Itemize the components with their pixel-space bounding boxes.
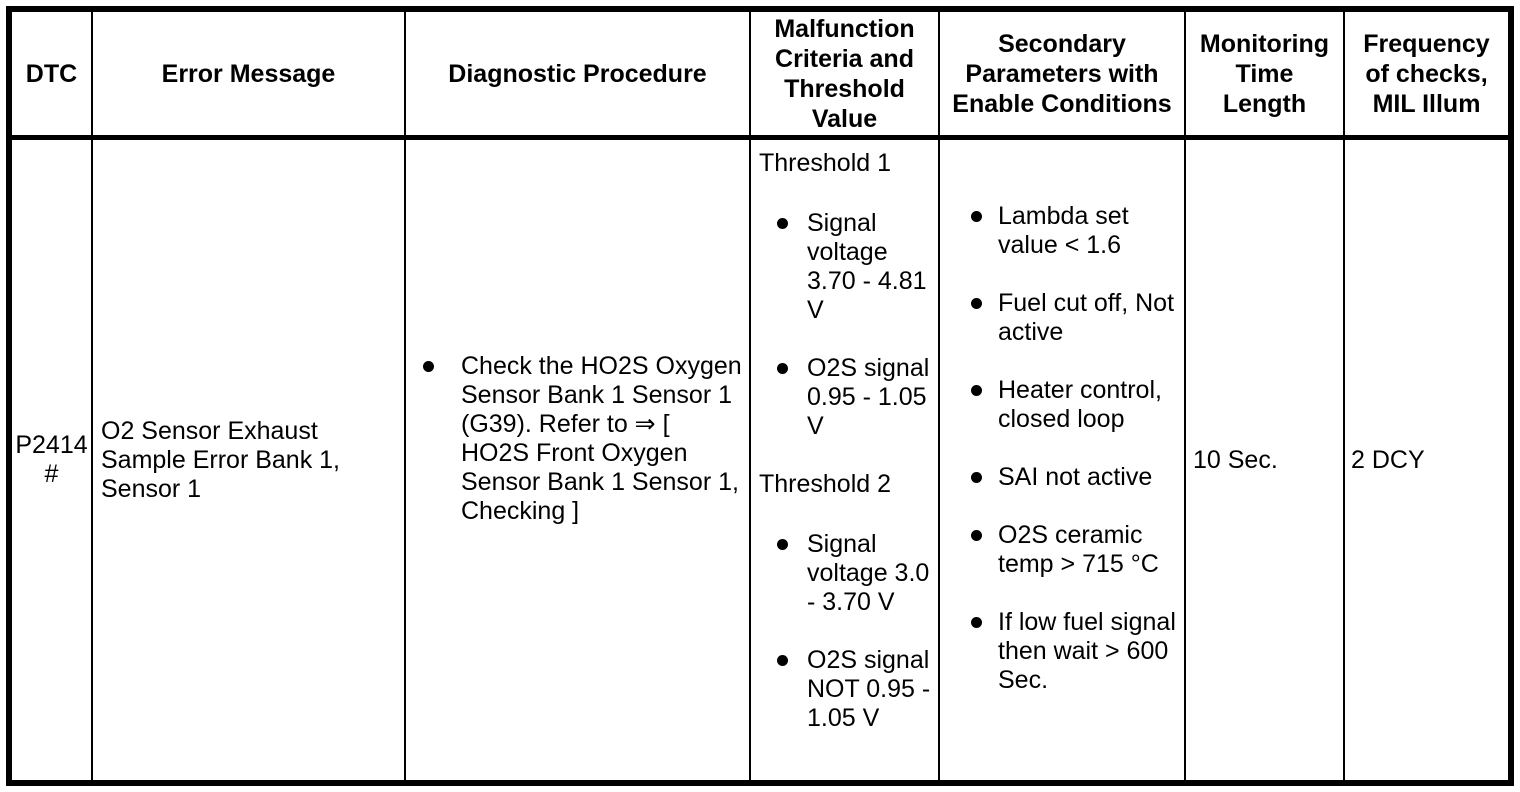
secondary-parameter-text: If low fuel signal then wait > 600 Sec. [998,608,1176,694]
col-header-frequency: Frequency of checks, MIL Illum [1345,12,1508,135]
dtc-code: P2414 # [15,431,88,488]
secondary-parameter-text: SAI not active [998,463,1153,491]
threshold-2-item-text: O2S signal NOT 0.95 - 1.05 V [807,646,931,732]
secondary-parameter-text: Lambda set value < 1.6 [998,202,1129,259]
bullet-icon [777,363,788,374]
secondary-parameter-item: Heater control, closed loop [940,376,1184,434]
diagnostic-procedure-cell: Check the HO2S Oxygen Sensor Bank 1 Sens… [406,140,751,780]
col-header-malfunction-criteria-label: Malfunction Criteria and Threshold Value [774,14,915,133]
threshold-1-item-text: O2S signal 0.95 - 1.05 V [807,354,930,440]
table-row-p2414: P2414 # O2 Sensor Exhaust Sample Error B… [12,140,1508,780]
secondary-parameter-item: Lambda set value < 1.6 [940,202,1184,260]
threshold-1-title: Threshold 1 [759,149,892,177]
col-header-monitoring-time: Monitoring Time Length [1186,12,1345,135]
monitoring-time-cell: 10 Sec. [1186,140,1345,780]
frequency-cell: 2 DCY [1345,140,1508,780]
secondary-parameter-text: Fuel cut off, Not active [998,289,1175,346]
threshold-1-item: O2S signal 0.95 - 1.05 V [751,354,938,441]
error-message-cell: O2 Sensor Exhaust Sample Error Bank 1, S… [93,140,406,780]
bullet-icon [971,385,982,396]
diagnostic-procedure-text: Check the HO2S Oxygen Sensor Bank 1 Sens… [461,352,742,525]
diagnostic-procedure-item: Check the HO2S Oxygen Sensor Bank 1 Sens… [423,352,749,526]
malfunction-criteria-cell: Threshold 1 Signal voltage 3.70 - 4.81 V… [751,140,940,780]
threshold-2-item-text: Signal voltage 3.0 - 3.70 V [807,530,930,616]
threshold-2-item: O2S signal NOT 0.95 - 1.05 V [751,646,938,733]
secondary-parameter-item: Fuel cut off, Not active [940,289,1184,347]
bullet-icon [971,472,982,483]
frequency-text: 2 DCY [1351,445,1425,474]
bullet-icon [423,361,434,372]
bullet-icon [971,530,982,541]
error-message-text: O2 Sensor Exhaust Sample Error Bank 1, S… [101,416,340,503]
col-header-secondary-parameters-label: Secondary Parameters with Enable Conditi… [952,29,1172,118]
col-header-diagnostic-procedure-label: Diagnostic Procedure [448,59,707,88]
secondary-parameter-item: If low fuel signal then wait > 600 Sec. [940,608,1184,695]
col-header-dtc-label: DTC [25,59,78,88]
secondary-parameter-text: Heater control, closed loop [998,376,1162,433]
secondary-parameter-text: O2S ceramic temp > 715 °C [998,521,1159,578]
col-header-dtc: DTC [12,12,93,135]
table-header-row: DTC Error Message Diagnostic Procedure M… [12,12,1508,140]
threshold-1-item-text: Signal voltage 3.70 - 4.81 V [807,209,927,324]
threshold-2-title: Threshold 2 [759,470,892,498]
col-header-error-message-label: Error Message [161,59,336,88]
bullet-icon [777,655,788,666]
col-header-monitoring-time-label: Monitoring Time Length [1199,29,1330,118]
dtc-table: DTC Error Message Diagnostic Procedure M… [6,6,1514,786]
bullet-icon [971,617,982,628]
secondary-parameters-cell: Lambda set value < 1.6 Fuel cut off, Not… [940,140,1186,780]
col-header-secondary-parameters: Secondary Parameters with Enable Conditi… [940,12,1186,135]
col-header-malfunction-criteria: Malfunction Criteria and Threshold Value [751,12,940,135]
bullet-icon [777,218,788,229]
bullet-icon [777,539,788,550]
bullet-icon [971,298,982,309]
dtc-cell: P2414 # [12,140,93,780]
secondary-parameter-item: SAI not active [940,463,1184,492]
bullet-icon [971,211,982,222]
col-header-error-message: Error Message [93,12,406,135]
threshold-1-item: Signal voltage 3.70 - 4.81 V [751,209,938,325]
threshold-2-item: Signal voltage 3.0 - 3.70 V [751,530,938,617]
col-header-diagnostic-procedure: Diagnostic Procedure [406,12,751,135]
monitoring-time-text: 10 Sec. [1193,445,1278,474]
col-header-frequency-label: Frequency of checks, MIL Illum [1363,29,1490,118]
secondary-parameter-item: O2S ceramic temp > 715 °C [940,521,1184,579]
